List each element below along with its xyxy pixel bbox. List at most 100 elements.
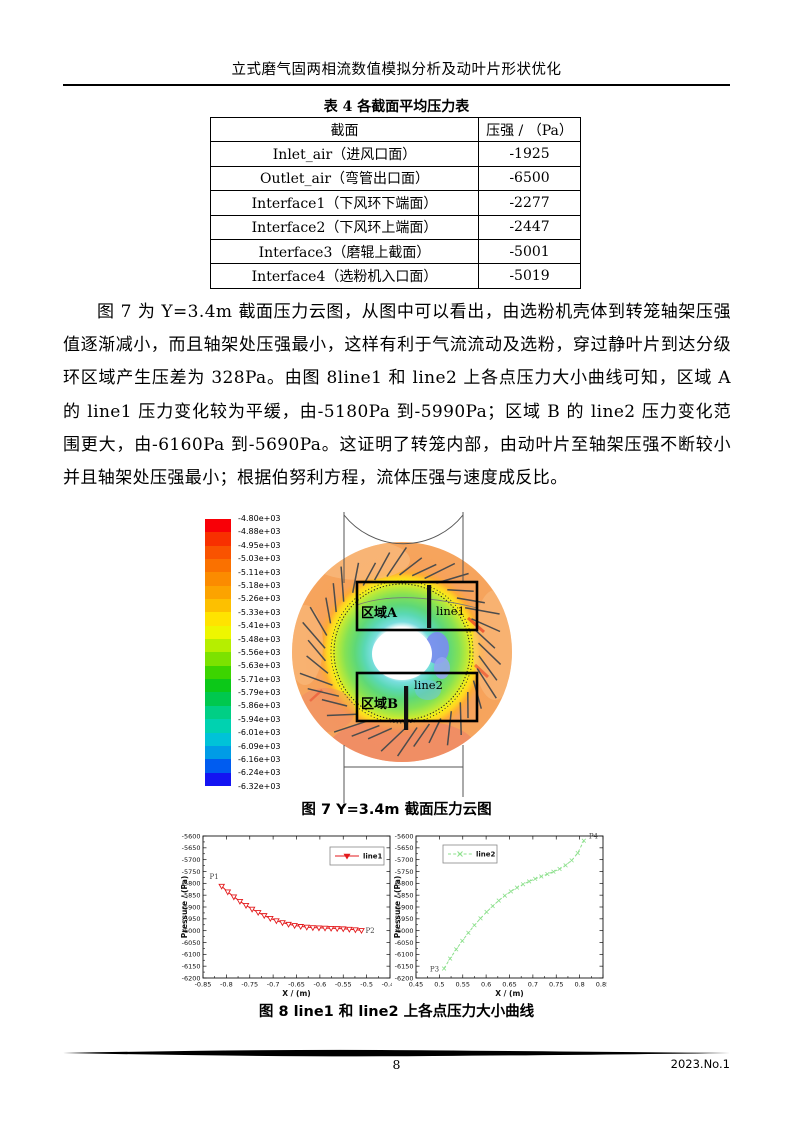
colorbar-band <box>205 692 231 706</box>
svg-text:-5700: -5700 <box>395 856 414 864</box>
svg-text:-5650: -5650 <box>395 844 414 852</box>
colorbar-tick-label: -6.32e+03 <box>238 781 281 791</box>
svg-text:-5600: -5600 <box>182 832 201 840</box>
colorbar-tick-label: -5.11e+03 <box>238 567 281 577</box>
svg-text:0.55: 0.55 <box>456 981 470 989</box>
svg-text:0.65: 0.65 <box>502 981 516 989</box>
table-row: Interface1（下风环下端面） -2277 <box>210 190 581 216</box>
colorbar-band <box>205 665 231 680</box>
series-line1 <box>218 883 365 935</box>
svg-text:-5950: -5950 <box>182 915 201 923</box>
colorbar-tick-label: -4.95e+03 <box>238 540 281 550</box>
axes: 0.45 0.5 0.55 0.6 0.65 0.7 0.75 0.8 0.85 -6200 -61… <box>395 832 607 988</box>
colorbar-tick-label: -5.71e+03 <box>238 674 281 684</box>
table-cell: -2277 <box>478 190 581 216</box>
svg-text:-5600: -5600 <box>395 832 414 840</box>
table-header-pressure: 压强 / （Pa） <box>478 116 581 143</box>
table-header-section: 截面 <box>210 116 479 143</box>
colorbar-band <box>205 585 231 600</box>
colorbar-band <box>205 612 231 626</box>
svg-text:-6000: -6000 <box>182 927 201 935</box>
line2-chart: 0.45 0.5 0.55 0.6 0.65 0.7 0.75 0.8 0.85 -6200 -61… <box>393 832 607 998</box>
page-number: 8 <box>392 1057 401 1072</box>
svg-text:-5750: -5750 <box>182 868 201 876</box>
colorbar-labels: -4.80e+03 -4.88e+03 -4.95e+03 -5.03e+03 -5.1… <box>238 515 308 791</box>
colorbar-tick-label: -5.79e+03 <box>238 688 281 698</box>
x-axis-label: X / (m) <box>495 989 523 998</box>
colorbar-band <box>205 599 231 613</box>
series-line2 <box>441 838 587 971</box>
duct-outline <box>343 512 478 803</box>
page-header-title: 立式磨气固两相流数值模拟分析及动叶片形状优化 <box>231 62 562 78</box>
svg-text:-6200: -6200 <box>182 974 201 982</box>
svg-text:-0.45: -0.45 <box>382 981 392 989</box>
y-axis-label: Pressure / (Pa) <box>393 876 402 939</box>
colorbar-tick-label: -6.16e+03 <box>238 755 281 765</box>
table-row: Outlet_air（弯管出口面） -6500 <box>210 165 581 192</box>
region-b-label: 区域B <box>361 696 398 712</box>
colorbar-tick-label: -5.33e+03 <box>238 607 281 617</box>
colorbar-band <box>205 759 231 773</box>
svg-text:-5700: -5700 <box>182 856 201 864</box>
colorbar-band <box>205 679 231 693</box>
colorbar-tick-label: -5.41e+03 <box>238 621 281 631</box>
colorbar-band <box>205 559 231 573</box>
table-cell: Interface1（下风环下端面） <box>210 190 479 216</box>
point-label: P1 <box>210 873 219 881</box>
svg-text:-0.6: -0.6 <box>314 981 327 989</box>
svg-text:-6000: -6000 <box>395 927 414 935</box>
region-b-annotation: 区域B line2 <box>355 671 479 730</box>
colorbar-tick-label: -5.48e+03 <box>238 634 281 644</box>
figure8-caption: 图 8 line1 和 line2 上各点压力大小曲线 <box>258 1004 535 1020</box>
svg-text:-6100: -6100 <box>395 951 414 959</box>
line1-chart: -0.85 -0.8 -0.75 -0.7 -0.65 -0.6 -0.55 -0.5 -0.4… <box>180 832 392 998</box>
table-cell: -5019 <box>478 263 581 289</box>
table-cell: -2447 <box>478 214 581 240</box>
svg-text:-0.7: -0.7 <box>267 981 280 989</box>
pressure-table: 截面 压强 / （Pa） Inlet_air（进风口面） -1925 Outlet_… <box>210 116 581 289</box>
colorbar-tick-label: -5.63e+03 <box>238 661 281 671</box>
colorbar-band <box>205 719 231 733</box>
line2-label: line2 <box>414 678 443 692</box>
svg-text:-0.85: -0.85 <box>195 981 212 989</box>
svg-text:-5800: -5800 <box>395 880 414 888</box>
table-row: Interface2（下风环上端面） -2447 <box>210 214 581 240</box>
point-label: P4 <box>589 833 599 841</box>
y-axis-label: Pressure / (Pa) <box>180 876 189 939</box>
svg-text:-5850: -5850 <box>395 891 414 899</box>
colorbar-band <box>205 652 231 666</box>
colorbar-tick-label: -4.88e+03 <box>238 527 281 537</box>
svg-text:0.5: 0.5 <box>434 981 444 989</box>
svg-text:-6200: -6200 <box>395 974 414 982</box>
colorbar-band <box>205 519 231 533</box>
colorbar-tick-label: -5.94e+03 <box>238 714 281 724</box>
svg-text:-5900: -5900 <box>182 903 201 911</box>
colorbar-tick-label: -5.26e+03 <box>238 594 281 604</box>
header-rule <box>63 84 730 86</box>
contour-plot: 区域A line1 区域B line2 <box>292 512 512 803</box>
svg-text:-5800: -5800 <box>182 880 201 888</box>
colorbar-band <box>205 532 231 546</box>
colorbar-tick-label: -5.03e+03 <box>238 554 281 564</box>
colorbar-band <box>205 545 231 560</box>
figure7-caption: 图 7 Y=3.4m 截面压力云图 <box>301 802 492 818</box>
svg-text:-6150: -6150 <box>182 962 201 970</box>
svg-text:0.75: 0.75 <box>549 981 563 989</box>
center-hole <box>372 628 432 680</box>
svg-text:-0.75: -0.75 <box>241 981 258 989</box>
svg-text:-5900: -5900 <box>395 903 414 911</box>
colorbar-band <box>205 705 231 720</box>
svg-text:line1: line1 <box>363 853 383 861</box>
svg-text:-5750: -5750 <box>395 868 414 876</box>
svg-text:line2: line2 <box>476 851 496 859</box>
table-cell: -5001 <box>478 238 581 265</box>
svg-text:-5950: -5950 <box>395 915 414 923</box>
table-caption: 表 4 各截面平均压力表 <box>323 99 470 115</box>
colorbar-bands <box>205 519 231 786</box>
colorbar-tick-label: -6.24e+03 <box>238 768 281 778</box>
svg-text:-6100: -6100 <box>182 951 201 959</box>
footer-rule <box>63 1049 730 1057</box>
svg-text:-6050: -6050 <box>182 939 201 947</box>
table-header-row: 截面 压强 / （Pa） <box>210 116 581 143</box>
